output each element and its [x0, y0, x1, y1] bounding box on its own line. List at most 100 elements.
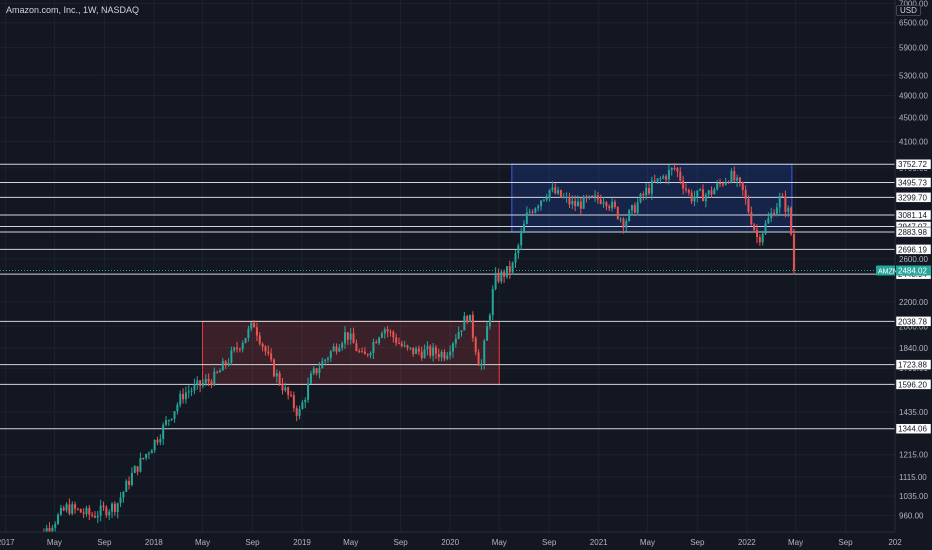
candle-body[interactable] [355, 343, 358, 352]
candle-body[interactable] [147, 453, 150, 455]
candle-body[interactable] [213, 371, 216, 386]
candle-body[interactable] [497, 272, 500, 282]
candle-body[interactable] [773, 213, 776, 216]
candle-body[interactable] [281, 383, 284, 391]
candle-body[interactable] [767, 218, 770, 224]
candle-body[interactable] [710, 190, 713, 195]
candle-body[interactable] [62, 507, 65, 511]
candle-body[interactable] [361, 351, 364, 353]
candle-body[interactable] [258, 335, 261, 344]
candlestick-series[interactable] [28, 162, 795, 550]
candle-body[interactable] [238, 348, 241, 350]
candle-body[interactable] [159, 438, 162, 443]
candle-body[interactable] [446, 355, 449, 359]
candle-body[interactable] [216, 371, 219, 373]
candle-body[interactable] [366, 354, 369, 356]
candle-body[interactable] [113, 503, 116, 512]
candle-body[interactable] [318, 368, 321, 374]
candle-body[interactable] [702, 189, 705, 202]
candle-body[interactable] [65, 504, 68, 511]
candle-body[interactable] [781, 195, 784, 197]
candle-body[interactable] [193, 384, 196, 391]
candle-body[interactable] [332, 346, 335, 352]
candle-body[interactable] [272, 359, 275, 377]
candle-body[interactable] [483, 340, 486, 364]
candle-body[interactable] [605, 202, 608, 207]
candle-body[interactable] [713, 189, 716, 195]
candle-body[interactable] [59, 507, 62, 515]
candle-body[interactable] [142, 457, 145, 459]
candle-body[interactable] [307, 383, 310, 400]
candle-body[interactable] [122, 491, 125, 498]
candle-body[interactable] [696, 190, 699, 197]
candle-body[interactable] [792, 234, 795, 271]
candle-body[interactable] [284, 387, 287, 391]
candle-body[interactable] [392, 331, 395, 338]
candle-body[interactable] [204, 379, 207, 383]
candle-body[interactable] [91, 514, 94, 516]
candle-body[interactable] [82, 512, 85, 514]
candle-body[interactable] [321, 361, 324, 369]
currency-badge[interactable]: USD [896, 5, 921, 16]
candle-body[interactable] [278, 373, 281, 384]
candle-body[interactable] [397, 343, 400, 345]
candle-body[interactable] [429, 346, 432, 356]
candle-body[interactable] [537, 206, 540, 209]
candle-body[interactable] [758, 236, 761, 243]
candle-body[interactable] [741, 181, 744, 190]
candle-body[interactable] [625, 220, 628, 228]
candle-body[interactable] [344, 332, 347, 344]
candle-body[interactable] [267, 351, 270, 354]
candle-body[interactable] [417, 348, 420, 352]
candle-body[interactable] [528, 211, 531, 213]
candle-body[interactable] [545, 197, 548, 200]
candle-body[interactable] [750, 212, 753, 225]
candle-body[interactable] [233, 347, 236, 351]
candle-body[interactable] [471, 314, 474, 338]
candle-body[interactable] [108, 511, 111, 516]
candle-body[interactable] [290, 394, 293, 396]
candle-body[interactable] [423, 349, 426, 359]
candle-body[interactable] [184, 392, 187, 400]
candle-body[interactable] [613, 201, 616, 207]
candle-body[interactable] [375, 342, 378, 344]
candle-body[interactable] [486, 326, 489, 341]
candle-body[interactable] [667, 170, 670, 180]
candle-body[interactable] [133, 466, 136, 473]
candle-body[interactable] [608, 206, 611, 209]
candle-body[interactable] [187, 391, 190, 393]
candle-body[interactable] [690, 192, 693, 202]
candle-body[interactable] [611, 201, 614, 209]
candle-body[interactable] [665, 176, 668, 180]
candle-body[interactable] [93, 515, 96, 518]
candle-body[interactable] [784, 196, 787, 212]
candle-body[interactable] [415, 348, 418, 354]
candle-body[interactable] [244, 337, 247, 343]
candle-body[interactable] [130, 472, 133, 485]
candle-body[interactable] [139, 457, 142, 472]
candle-body[interactable] [275, 373, 278, 377]
candle-body[interactable] [253, 322, 256, 328]
candle-body[interactable] [568, 196, 571, 205]
candle-body[interactable] [557, 190, 560, 194]
candle-body[interactable] [247, 328, 250, 338]
candle-body[interactable] [48, 528, 51, 532]
candle-body[interactable] [270, 353, 273, 360]
candle-body[interactable] [682, 180, 685, 189]
candle-body[interactable] [548, 189, 551, 198]
candle-body[interactable] [182, 393, 185, 400]
time-axis[interactable]: 2017 May Sep 2018 May Sep 2019 May Sep 2020 May Sep… [0, 531, 932, 550]
candle-body[interactable] [733, 171, 736, 181]
candle-body[interactable] [420, 351, 423, 359]
candle-body[interactable] [736, 177, 739, 181]
candle-body[interactable] [170, 418, 173, 421]
candle-body[interactable] [352, 333, 355, 344]
candle-body[interactable] [409, 347, 412, 349]
candle-body[interactable] [619, 218, 622, 220]
candle-body[interactable] [474, 337, 477, 353]
candle-body[interactable] [255, 327, 258, 336]
candle-body[interactable] [480, 363, 483, 366]
candle-body[interactable] [51, 527, 54, 532]
candle-body[interactable] [125, 480, 128, 492]
